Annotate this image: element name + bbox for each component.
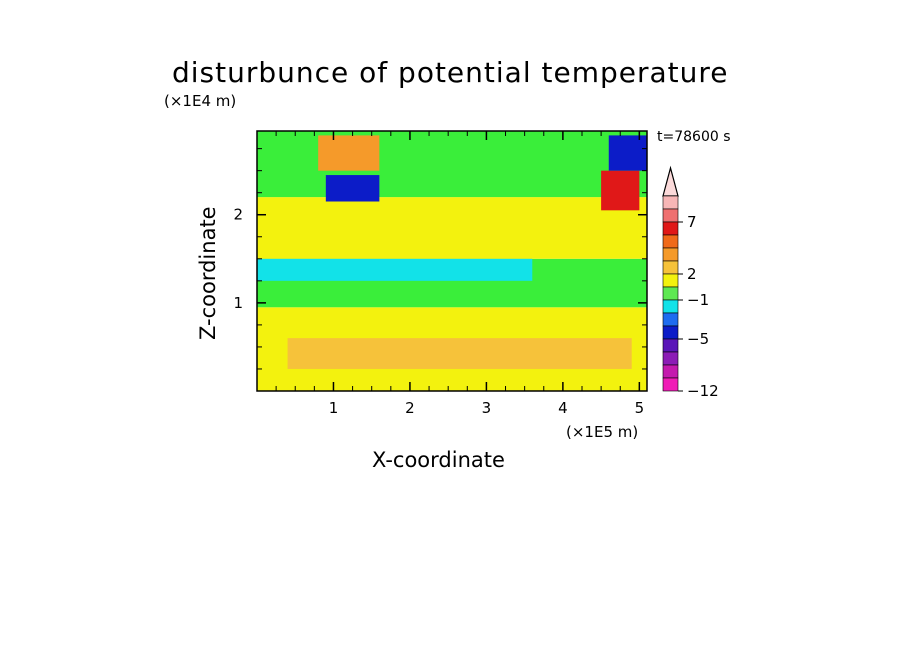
x-tick-label: 3	[482, 399, 492, 417]
colorbar-swatch	[662, 260, 679, 275]
colorbar-swatch	[662, 312, 679, 327]
contour-region-lower-orange-band	[287, 338, 632, 369]
colorbar-label: −1	[687, 291, 709, 309]
contour-region-upper-left-orange	[318, 135, 380, 171]
x-tick-label: 5	[635, 399, 645, 417]
colorbar-swatch	[662, 195, 679, 210]
colorbar-label: −5	[687, 330, 709, 348]
colorbar: 7 2 −1 −5 −12	[662, 165, 719, 400]
colorbar-extend-arrow	[662, 165, 679, 197]
x-tick-label: 2	[405, 399, 415, 417]
colorbar-swatch	[662, 351, 679, 366]
colorbar-label: 7	[687, 213, 697, 231]
y-axis-label: Z-coordinate	[196, 206, 220, 340]
x-axis-label: X-coordinate	[372, 448, 505, 472]
colorbar-swatch	[662, 377, 679, 392]
colorbar-swatch	[662, 234, 679, 249]
plot-frame	[256, 130, 648, 392]
x-scale-label: (×1E5 m)	[566, 423, 639, 441]
colorbar-swatch	[662, 364, 679, 379]
time-annotation: t=78600 s	[657, 129, 731, 145]
colorbar-swatch	[662, 338, 679, 353]
colorbar-swatch	[662, 221, 679, 236]
colorbar-swatch	[662, 208, 679, 223]
x-tick-label: 1	[329, 399, 339, 417]
y-tick-label: 1	[233, 294, 243, 312]
colorbar-swatch	[662, 299, 679, 314]
axis-ticks: 1 2 3 4 5 1 2	[233, 131, 647, 417]
y-tick-label: 2	[233, 206, 243, 224]
contour-region-upper-left-blue	[325, 175, 380, 202]
chart-title: disturbunce of potential temperature	[172, 56, 729, 89]
contour-region-upper-right-red	[601, 170, 640, 211]
colorbar-label: −12	[687, 382, 719, 400]
y-scale-label: (×1E4 m)	[164, 92, 237, 110]
colorbar-swatch	[662, 286, 679, 301]
colorbar-swatch	[662, 273, 679, 288]
colorbar-swatch	[662, 325, 679, 340]
colorbar-swatch	[662, 247, 679, 262]
x-tick-label: 4	[558, 399, 568, 417]
contour-region-upper-green	[257, 131, 647, 198]
colorbar-label: 2	[687, 265, 697, 283]
contour-region-upper-yellow	[257, 197, 647, 259]
contour-field	[257, 131, 647, 391]
contour-region-upper-right-blue	[608, 135, 647, 171]
